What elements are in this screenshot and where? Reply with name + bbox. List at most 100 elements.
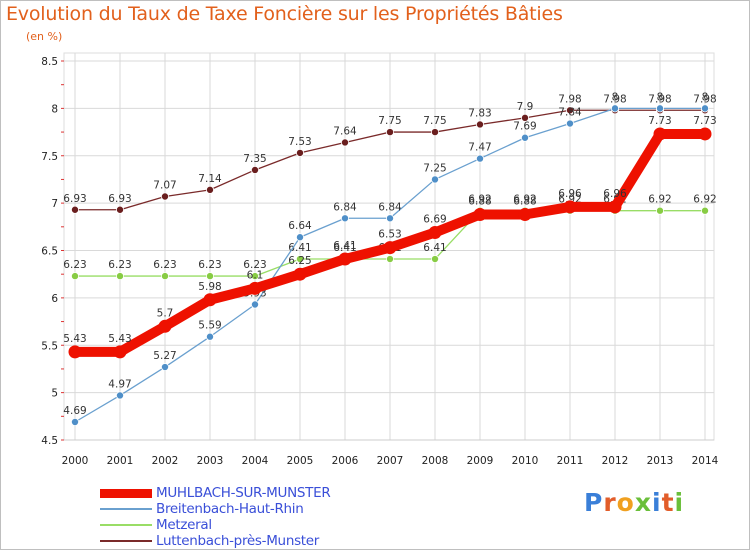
data-label-breitenbach: 4.97 xyxy=(108,378,131,390)
data-label-metzeral: 6.92 xyxy=(693,194,716,206)
data-label-luttenbach: 6.93 xyxy=(63,193,86,205)
data-label-muhlbach: 5.43 xyxy=(63,333,86,345)
data-label-muhlbach: 6.69 xyxy=(423,213,446,225)
point-muhlbach xyxy=(428,225,442,239)
data-label-luttenbach: 7.75 xyxy=(423,115,446,127)
x-tick-label: 2011 xyxy=(557,455,584,467)
point-muhlbach xyxy=(68,345,82,359)
point-luttenbach xyxy=(250,165,259,174)
x-tick-label: 2008 xyxy=(422,455,449,467)
point-luttenbach xyxy=(340,138,349,147)
point-breitenbach xyxy=(701,104,710,113)
data-label-muhlbach: 5.7 xyxy=(157,307,174,319)
data-label-metzeral: 6.41 xyxy=(423,242,446,254)
point-muhlbach xyxy=(383,241,397,255)
point-metzeral xyxy=(656,206,665,215)
data-label-luttenbach: 7.35 xyxy=(243,153,266,165)
data-label-muhlbach: 6.96 xyxy=(558,188,582,200)
point-luttenbach xyxy=(116,205,125,214)
point-metzeral xyxy=(116,272,125,281)
data-label-luttenbach: 7.98 xyxy=(648,93,671,105)
x-tick-label: 2000 xyxy=(62,455,89,467)
data-label-metzeral: 6.23 xyxy=(63,259,86,271)
x-tick-label: 2007 xyxy=(377,455,404,467)
legend-label-breitenbach: Breitenbach-Haut-Rhin xyxy=(156,501,304,517)
data-label-metzeral: 6.92 xyxy=(648,194,671,206)
data-label-luttenbach: 6.93 xyxy=(108,193,131,205)
point-muhlbach xyxy=(338,252,352,266)
data-label-breitenbach: 8 xyxy=(612,91,619,103)
data-label-metzeral: 6.92 xyxy=(468,194,491,206)
point-breitenbach xyxy=(656,104,665,113)
point-luttenbach xyxy=(295,148,304,157)
data-label-muhlbach: 6.53 xyxy=(378,229,401,241)
point-muhlbach xyxy=(563,200,577,214)
data-label-metzeral: 6.92 xyxy=(513,194,536,206)
point-breitenbach xyxy=(160,363,169,372)
legend-swatch-muhlbach xyxy=(100,489,152,498)
data-label-luttenbach: 7.98 xyxy=(693,93,716,105)
data-label-muhlbach: 7.73 xyxy=(648,115,671,127)
data-label-muhlbach: 5.43 xyxy=(108,333,131,345)
data-label-muhlbach: 6.96 xyxy=(603,188,627,200)
data-label-metzeral: 6.41 xyxy=(288,242,311,254)
point-muhlbach xyxy=(293,267,307,281)
data-label-muhlbach: 6.41 xyxy=(333,240,356,252)
data-label-luttenbach: 7.75 xyxy=(378,115,401,127)
legend-label-muhlbach: MUHLBACH-SUR-MUNSTER xyxy=(156,485,331,501)
data-label-muhlbach: 7.73 xyxy=(693,115,716,127)
data-label-luttenbach: 7.9 xyxy=(517,101,534,113)
y-tick-label: 5.5 xyxy=(41,340,58,352)
point-breitenbach xyxy=(611,104,620,113)
point-breitenbach xyxy=(430,175,439,184)
x-tick-label: 2009 xyxy=(467,455,494,467)
x-tick-label: 2010 xyxy=(512,455,539,467)
point-breitenbach xyxy=(116,391,125,400)
point-luttenbach xyxy=(475,120,484,129)
y-tick-label: 6 xyxy=(51,293,58,305)
point-luttenbach xyxy=(430,128,439,137)
point-muhlbach xyxy=(473,207,487,221)
x-tick-label: 2012 xyxy=(602,455,629,467)
y-tick-label: 8 xyxy=(51,103,58,115)
point-metzeral xyxy=(701,206,710,215)
data-label-breitenbach: 6.84 xyxy=(378,201,402,213)
data-label-luttenbach: 7.83 xyxy=(468,107,491,119)
point-muhlbach xyxy=(518,207,532,221)
y-tick-label: 6.5 xyxy=(41,246,58,258)
point-metzeral xyxy=(295,255,304,264)
data-label-muhlbach: 5.98 xyxy=(198,281,221,293)
point-luttenbach xyxy=(71,205,80,214)
point-luttenbach xyxy=(566,106,575,115)
point-metzeral xyxy=(205,272,214,281)
proxiti-logo: Proxiti xyxy=(584,488,685,517)
point-metzeral xyxy=(250,272,259,281)
data-label-breitenbach: 7.25 xyxy=(423,162,446,174)
data-label-breitenbach: 4.69 xyxy=(63,405,86,417)
legend-swatch-luttenbach xyxy=(100,540,152,542)
point-breitenbach xyxy=(340,214,349,223)
point-luttenbach xyxy=(385,128,394,137)
y-tick-label: 5 xyxy=(51,388,58,400)
point-metzeral xyxy=(385,255,394,264)
point-muhlbach xyxy=(608,200,622,214)
y-tick-label: 4.5 xyxy=(41,435,58,447)
point-muhlbach xyxy=(653,127,667,141)
data-label-metzeral: 6.23 xyxy=(243,259,266,271)
point-breitenbach xyxy=(250,300,259,309)
data-label-luttenbach: 7.64 xyxy=(333,125,357,137)
x-tick-label: 2001 xyxy=(107,455,134,467)
chart-title: Evolution du Taux de Taxe Foncière sur l… xyxy=(6,3,563,25)
point-metzeral xyxy=(160,272,169,281)
point-muhlbach xyxy=(248,281,262,295)
data-label-luttenbach: 7.14 xyxy=(198,173,222,185)
point-metzeral xyxy=(71,272,80,281)
point-luttenbach xyxy=(205,185,214,194)
point-breitenbach xyxy=(71,417,80,426)
legend-swatch-breitenbach xyxy=(100,508,152,510)
y-tick-label: 7.5 xyxy=(41,151,58,163)
point-breitenbach xyxy=(295,233,304,242)
legend-swatch-metzeral xyxy=(100,524,152,526)
point-muhlbach xyxy=(203,293,217,307)
data-label-luttenbach: 7.98 xyxy=(558,93,581,105)
